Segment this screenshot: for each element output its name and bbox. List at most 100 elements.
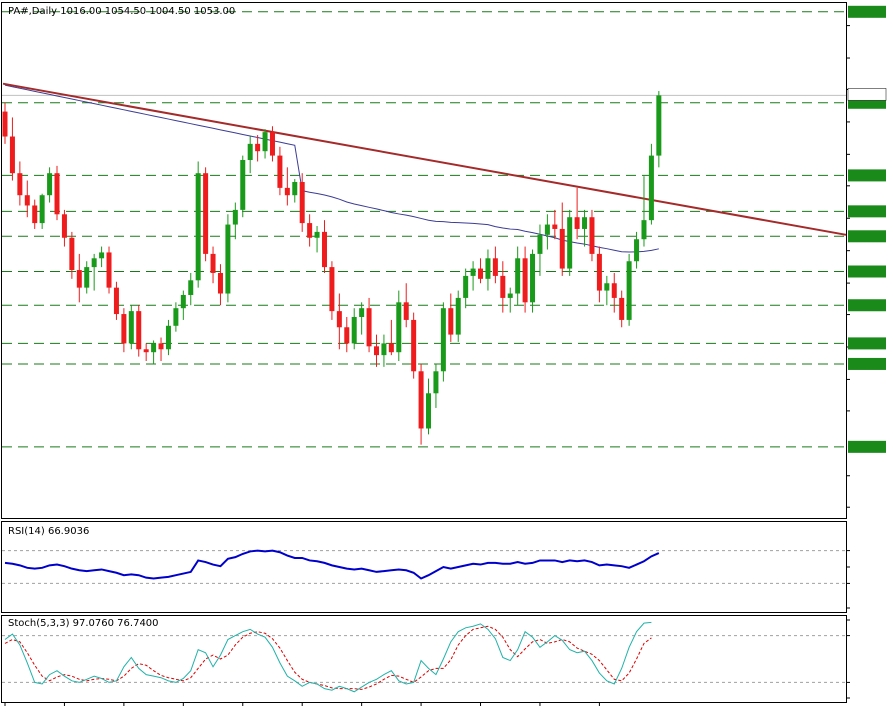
descending-trendline xyxy=(2,82,847,236)
candle-body xyxy=(626,261,632,320)
candle-body xyxy=(32,205,38,224)
rsi-polyline xyxy=(4,549,660,580)
candle-body xyxy=(61,214,67,238)
candle-body xyxy=(574,217,580,229)
rsi-line xyxy=(4,549,660,580)
candle-body xyxy=(121,314,127,344)
candle-body xyxy=(366,308,372,347)
candle-body xyxy=(522,258,528,303)
candle-body xyxy=(17,173,23,196)
rsi-panel: RSI(14) 66.9036 xyxy=(1,521,850,613)
candle-body xyxy=(656,95,662,156)
price-axis xyxy=(846,25,850,508)
level-box xyxy=(848,440,886,453)
level-box xyxy=(848,337,886,350)
candle-body xyxy=(106,252,112,288)
level-box xyxy=(848,169,886,182)
candle-body xyxy=(24,195,30,206)
rsi-panel-frame xyxy=(1,521,847,613)
stoch-lines xyxy=(4,621,652,693)
candle-body xyxy=(374,346,379,356)
candle-body xyxy=(143,349,149,353)
candle-body xyxy=(321,231,327,268)
candle-body xyxy=(634,239,640,262)
candles xyxy=(2,91,662,445)
level-box xyxy=(848,299,886,312)
candle-body xyxy=(596,253,602,291)
candle-body xyxy=(470,268,476,276)
chart-header: PA#,Daily 1016.00 1054.50 1004.50 1053.0… xyxy=(8,6,235,17)
candle-body xyxy=(128,311,134,344)
stoch-main-line xyxy=(4,621,652,693)
stoch-panel: Stoch(5,3,3) 97.0760 76.7400 xyxy=(1,615,850,703)
candle-body xyxy=(351,316,357,344)
candle-body xyxy=(217,272,223,294)
candle-body xyxy=(396,302,402,353)
level-box xyxy=(848,357,886,370)
candle-body xyxy=(2,111,8,137)
candle-body xyxy=(84,267,90,288)
rsi-axis xyxy=(846,550,850,609)
candle-body xyxy=(9,136,15,174)
candle-body xyxy=(151,343,157,353)
level-lines xyxy=(2,11,846,448)
candle-body xyxy=(403,302,409,320)
candle-body xyxy=(165,325,171,350)
level-box xyxy=(848,205,886,218)
candle-body xyxy=(641,220,647,240)
candle-body xyxy=(440,308,446,372)
candle-body xyxy=(113,287,119,315)
candle-body xyxy=(158,343,164,350)
candle-body xyxy=(567,217,573,269)
candle-body xyxy=(411,319,417,372)
candle-body xyxy=(240,159,246,210)
candle-body xyxy=(136,311,142,350)
candle-body xyxy=(173,308,179,326)
candle-body xyxy=(507,293,513,298)
moving-average xyxy=(4,84,659,253)
trendline xyxy=(2,82,847,236)
candle-body xyxy=(515,258,521,294)
candle-body xyxy=(307,223,313,238)
candle-body xyxy=(284,187,290,196)
candle-body xyxy=(648,155,654,221)
stoch-header: Stoch(5,3,3) 97.0760 76.7400 xyxy=(8,618,159,629)
candle-body xyxy=(99,252,105,259)
rsi-header: RSI(14) 66.9036 xyxy=(8,526,89,537)
candle-body xyxy=(314,231,320,238)
stoch-signal-line xyxy=(4,625,652,690)
main-panel-frame xyxy=(1,2,847,519)
candle-body xyxy=(537,234,543,254)
candle-body xyxy=(381,343,387,356)
candle-body xyxy=(418,371,424,429)
candle-body xyxy=(277,155,283,188)
candle-body xyxy=(582,217,588,229)
candle-body xyxy=(292,182,298,196)
candle-body xyxy=(544,224,550,235)
candle-body xyxy=(485,258,491,279)
candle-body xyxy=(500,275,506,298)
candle-body xyxy=(91,258,97,268)
candle-body xyxy=(54,173,60,215)
current-price-box xyxy=(847,88,887,101)
candle-body xyxy=(195,173,201,281)
candle-body xyxy=(232,209,238,225)
candle-body xyxy=(39,195,45,224)
candle-body xyxy=(329,267,335,312)
candle-body xyxy=(255,143,261,152)
stoch-reference-lines xyxy=(2,635,846,683)
moving-average-line xyxy=(4,84,659,253)
level-box xyxy=(848,265,886,278)
main-price-panel: PA#,Daily 1016.00 1054.50 1004.50 1053.0… xyxy=(1,2,887,519)
candle-body xyxy=(426,393,432,429)
candle-body xyxy=(604,283,610,291)
candle-body xyxy=(210,253,216,273)
candle-body xyxy=(559,228,565,269)
candle-body xyxy=(530,253,536,303)
stoch-panel-frame xyxy=(1,615,847,703)
candle-body xyxy=(188,280,194,295)
candle-body xyxy=(180,294,186,309)
candle-body xyxy=(478,268,484,279)
candle-body xyxy=(611,283,617,298)
level-box xyxy=(848,230,886,243)
